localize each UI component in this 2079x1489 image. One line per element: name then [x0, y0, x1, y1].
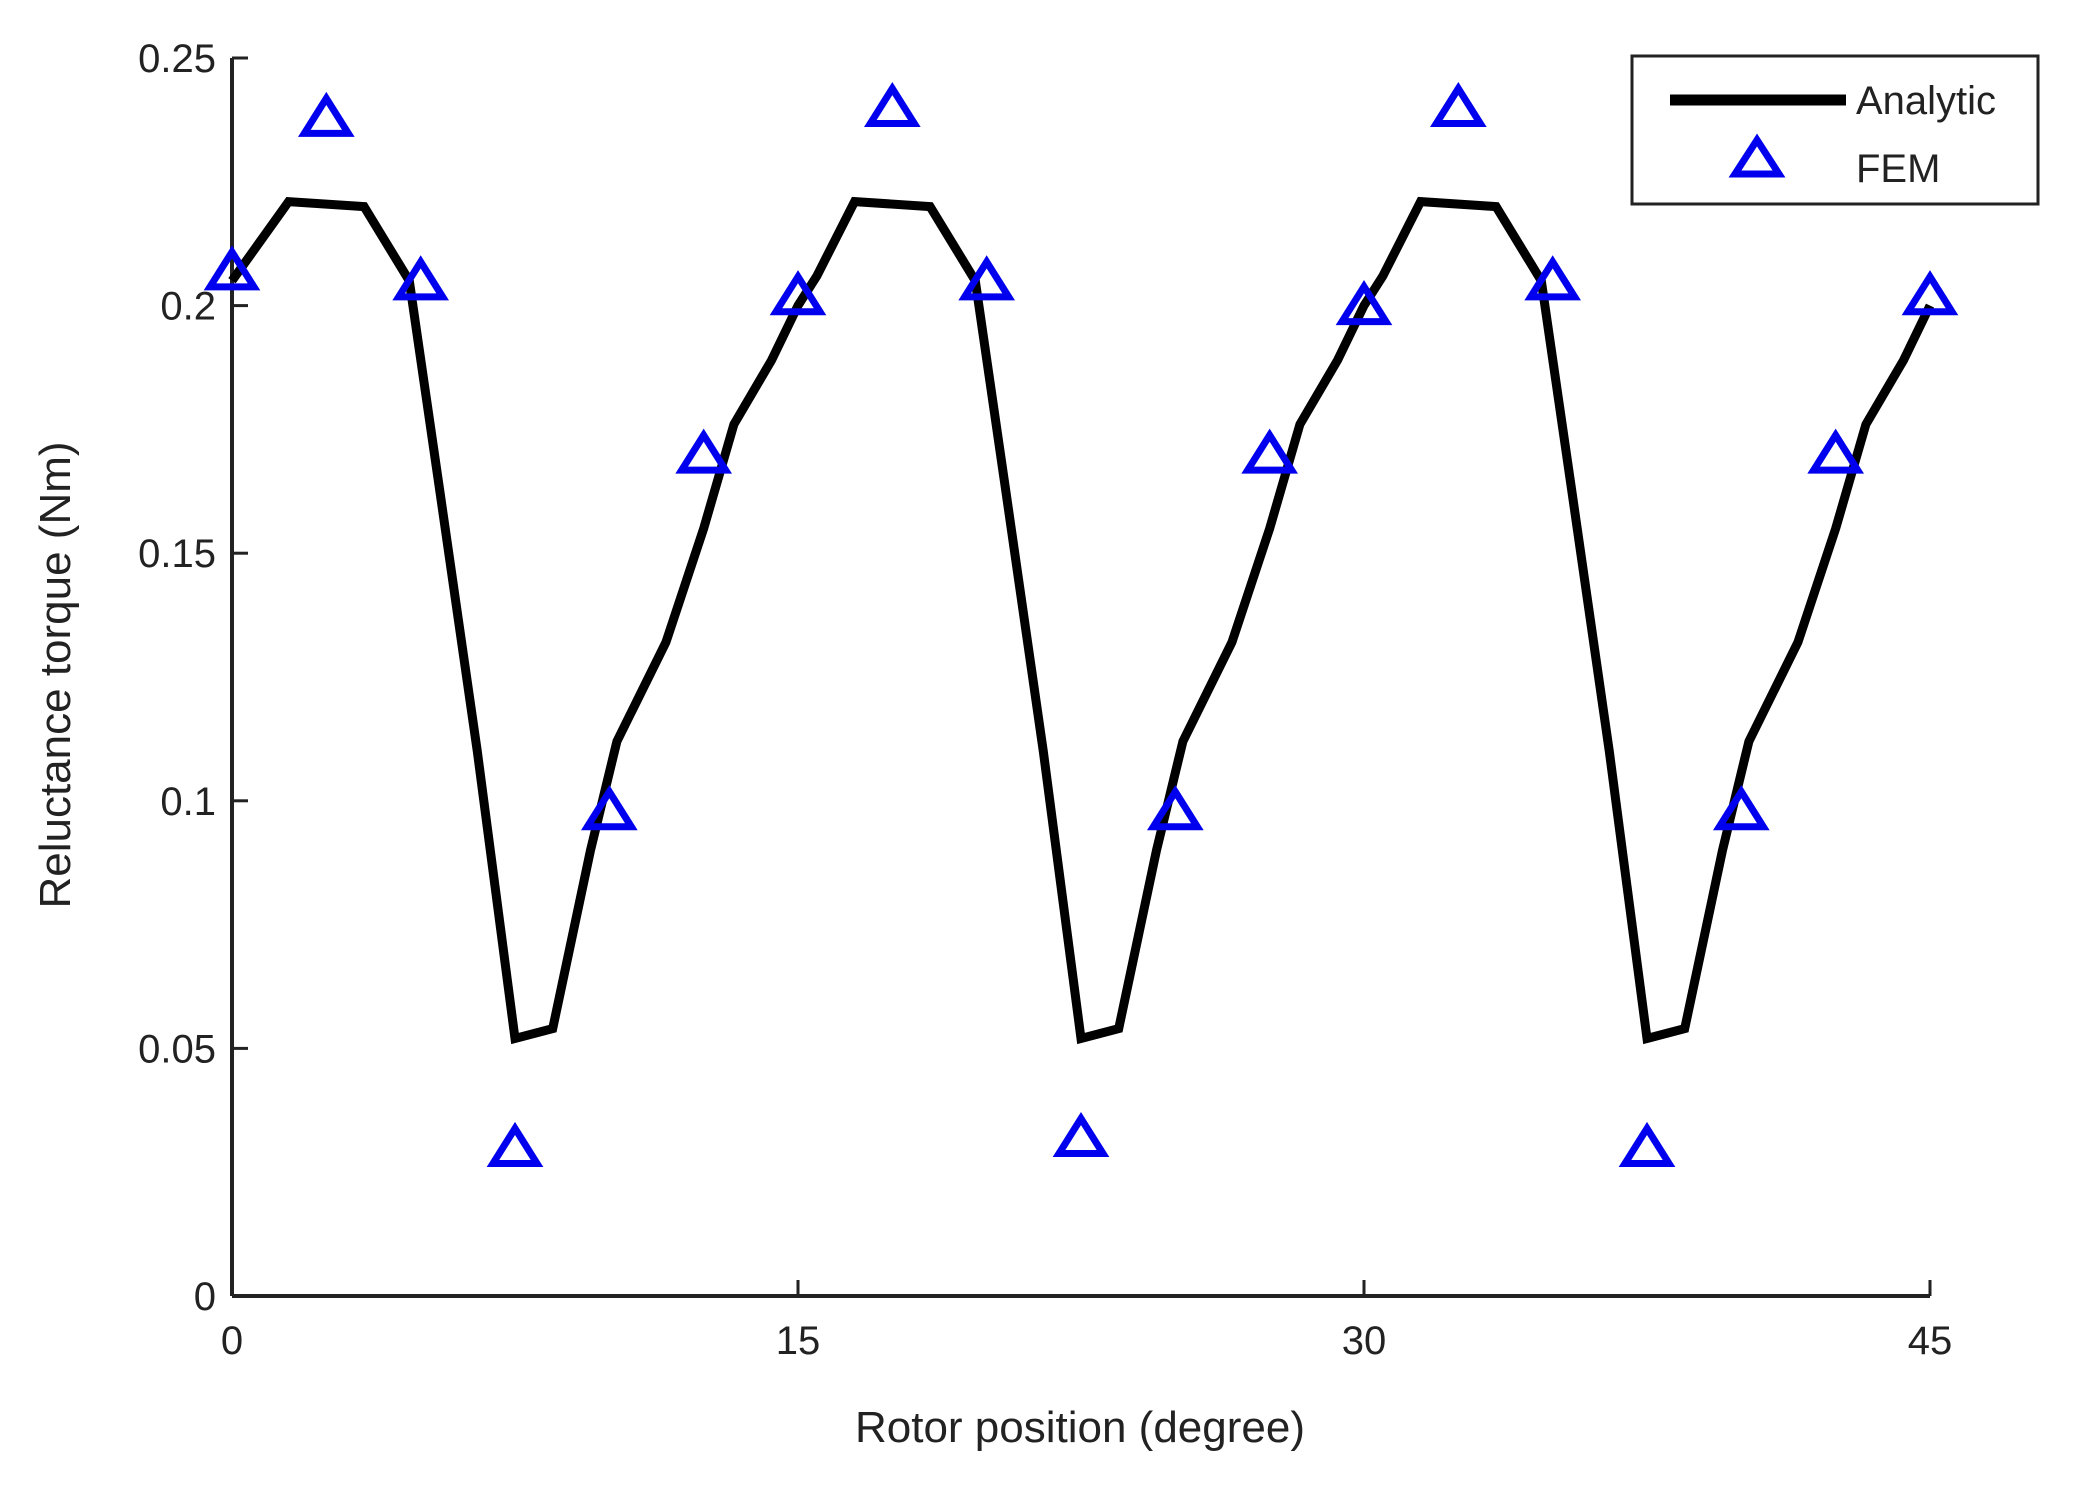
fem-data-point [1712, 785, 1770, 831]
fem-data-point [1807, 428, 1865, 474]
y-tick-label: 0.25 [138, 37, 216, 81]
legend: Analytic FEM [1630, 54, 2040, 206]
x-ticks: 0 15 30 45 [221, 1280, 1952, 1363]
y-tick-label: 0.1 [160, 780, 216, 824]
fem-data-point [675, 428, 733, 474]
series-analytic-line [228, 196, 1935, 1045]
legend-box [1630, 54, 2040, 206]
x-tick-label: 15 [776, 1319, 821, 1363]
fem-data-point [203, 245, 261, 291]
fem-data-point [1618, 1121, 1676, 1167]
legend-label-analytic: Analytic [1856, 79, 1996, 123]
fem-data-point [863, 81, 921, 128]
x-axis-label: Rotor position (degree) [855, 1403, 1305, 1452]
y-tick-label: 0 [194, 1275, 216, 1319]
x-tick-label: 45 [1908, 1319, 1953, 1363]
y-tick-label: 0.15 [138, 532, 216, 576]
y-ticks: 0 0.05 0.1 0.15 0.2 0.25 [138, 37, 248, 1319]
x-tick-label: 0 [221, 1319, 243, 1363]
fem-data-point [769, 270, 827, 316]
fem-data-point [1146, 785, 1204, 831]
fem-data-point [1241, 428, 1299, 474]
fem-data-point [1335, 280, 1393, 326]
x-tick-label: 30 [1342, 1319, 1387, 1363]
y-tick-label: 0.05 [138, 1027, 216, 1071]
y-tick-label: 0.2 [160, 285, 216, 329]
fem-data-point [297, 91, 355, 137]
plot-area [203, 81, 1959, 1167]
fem-data-point [1901, 270, 1959, 316]
fem-data-point [392, 255, 450, 301]
fem-data-point [1052, 1111, 1110, 1158]
fem-data-point [580, 785, 638, 831]
axes [230, 58, 1930, 1298]
fem-data-point [1429, 81, 1487, 128]
y-axis-label: Reluctance torque (Nm) [31, 441, 80, 908]
fem-data-point [486, 1121, 544, 1167]
legend-label-fem: FEM [1856, 147, 1940, 191]
legend-fem-marker [1728, 133, 1786, 178]
fem-data-point [958, 255, 1016, 301]
fem-data-point [1524, 255, 1582, 301]
